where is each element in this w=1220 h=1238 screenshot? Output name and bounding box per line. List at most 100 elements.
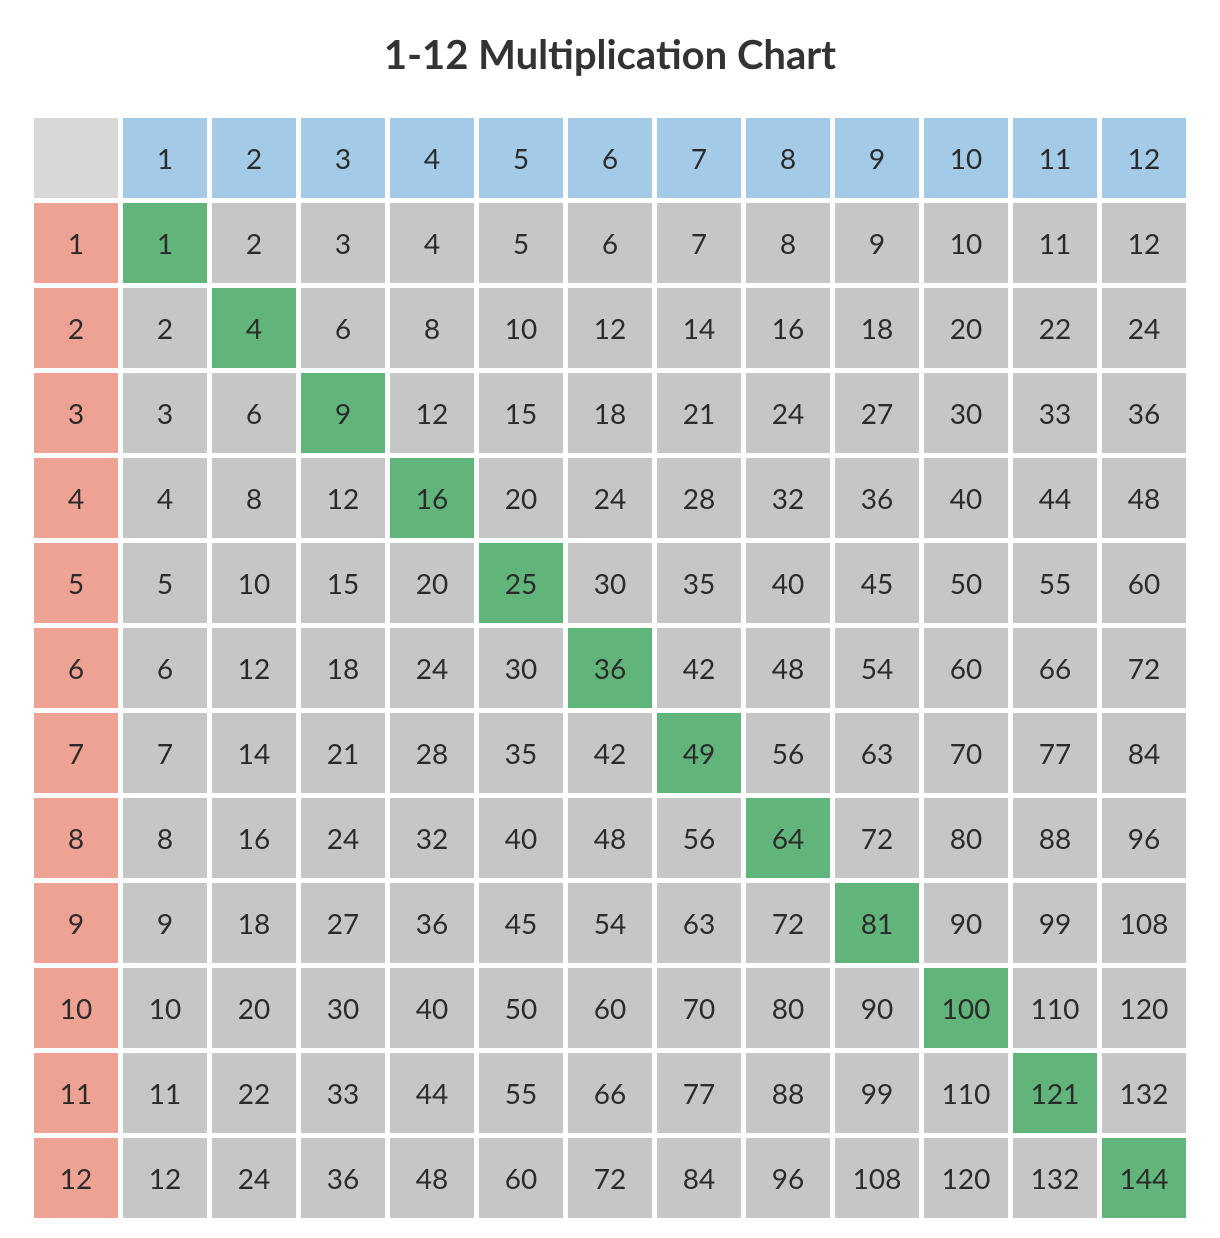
diagonal-cell: 36 <box>568 628 652 708</box>
diagonal-cell: 9 <box>301 373 385 453</box>
body-cell: 11 <box>1013 203 1097 283</box>
diagonal-cell: 16 <box>390 458 474 538</box>
body-cell: 44 <box>1013 458 1097 538</box>
body-cell: 8 <box>746 203 830 283</box>
body-cell: 40 <box>746 543 830 623</box>
body-cell: 21 <box>657 373 741 453</box>
body-cell: 27 <box>301 883 385 963</box>
body-cell: 10 <box>479 288 563 368</box>
row-header: 4 <box>34 458 118 538</box>
row-header: 1 <box>34 203 118 283</box>
col-header: 2 <box>212 118 296 198</box>
body-cell: 6 <box>568 203 652 283</box>
body-cell: 120 <box>1102 968 1186 1048</box>
col-header: 6 <box>568 118 652 198</box>
body-cell: 33 <box>1013 373 1097 453</box>
body-cell: 72 <box>835 798 919 878</box>
body-cell: 10 <box>924 203 1008 283</box>
body-cell: 30 <box>479 628 563 708</box>
body-cell: 20 <box>212 968 296 1048</box>
row-header: 9 <box>34 883 118 963</box>
body-cell: 40 <box>924 458 1008 538</box>
body-cell: 84 <box>1102 713 1186 793</box>
body-cell: 11 <box>123 1053 207 1133</box>
body-cell: 120 <box>924 1138 1008 1218</box>
body-cell: 60 <box>924 628 1008 708</box>
body-cell: 90 <box>924 883 1008 963</box>
body-cell: 30 <box>924 373 1008 453</box>
diagonal-cell: 121 <box>1013 1053 1097 1133</box>
row-header: 11 <box>34 1053 118 1133</box>
body-cell: 24 <box>1102 288 1186 368</box>
body-cell: 60 <box>479 1138 563 1218</box>
body-cell: 22 <box>212 1053 296 1133</box>
body-cell: 96 <box>746 1138 830 1218</box>
body-cell: 7 <box>657 203 741 283</box>
body-cell: 8 <box>390 288 474 368</box>
body-cell: 12 <box>390 373 474 453</box>
body-cell: 108 <box>835 1138 919 1218</box>
body-cell: 35 <box>657 543 741 623</box>
body-cell: 42 <box>568 713 652 793</box>
body-cell: 54 <box>835 628 919 708</box>
body-cell: 50 <box>924 543 1008 623</box>
chart-grid: 1234567891011121123456789101112224681012… <box>34 118 1186 1218</box>
body-cell: 2 <box>123 288 207 368</box>
body-cell: 14 <box>212 713 296 793</box>
body-cell: 72 <box>1102 628 1186 708</box>
body-cell: 12 <box>568 288 652 368</box>
body-cell: 42 <box>657 628 741 708</box>
body-cell: 24 <box>568 458 652 538</box>
row-header: 3 <box>34 373 118 453</box>
body-cell: 18 <box>568 373 652 453</box>
body-cell: 10 <box>212 543 296 623</box>
body-cell: 77 <box>657 1053 741 1133</box>
body-cell: 45 <box>479 883 563 963</box>
diagonal-cell: 4 <box>212 288 296 368</box>
body-cell: 132 <box>1102 1053 1186 1133</box>
row-header: 12 <box>34 1138 118 1218</box>
row-header: 2 <box>34 288 118 368</box>
body-cell: 36 <box>835 458 919 538</box>
body-cell: 110 <box>1013 968 1097 1048</box>
body-cell: 28 <box>390 713 474 793</box>
body-cell: 12 <box>123 1138 207 1218</box>
body-cell: 132 <box>1013 1138 1097 1218</box>
corner-cell <box>34 118 118 198</box>
body-cell: 15 <box>301 543 385 623</box>
body-cell: 99 <box>835 1053 919 1133</box>
body-cell: 3 <box>301 203 385 283</box>
body-cell: 20 <box>924 288 1008 368</box>
body-cell: 63 <box>657 883 741 963</box>
body-cell: 48 <box>390 1138 474 1218</box>
body-cell: 6 <box>301 288 385 368</box>
body-cell: 48 <box>568 798 652 878</box>
body-cell: 96 <box>1102 798 1186 878</box>
body-cell: 15 <box>479 373 563 453</box>
col-header: 3 <box>301 118 385 198</box>
body-cell: 3 <box>123 373 207 453</box>
col-header: 4 <box>390 118 474 198</box>
col-header: 12 <box>1102 118 1186 198</box>
body-cell: 36 <box>1102 373 1186 453</box>
body-cell: 20 <box>390 543 474 623</box>
body-cell: 5 <box>479 203 563 283</box>
col-header: 8 <box>746 118 830 198</box>
col-header: 10 <box>924 118 1008 198</box>
body-cell: 12 <box>212 628 296 708</box>
body-cell: 54 <box>568 883 652 963</box>
body-cell: 12 <box>1102 203 1186 283</box>
body-cell: 22 <box>1013 288 1097 368</box>
body-cell: 27 <box>835 373 919 453</box>
body-cell: 56 <box>657 798 741 878</box>
body-cell: 72 <box>746 883 830 963</box>
col-header: 9 <box>835 118 919 198</box>
body-cell: 8 <box>123 798 207 878</box>
body-cell: 63 <box>835 713 919 793</box>
body-cell: 108 <box>1102 883 1186 963</box>
body-cell: 24 <box>301 798 385 878</box>
diagonal-cell: 100 <box>924 968 1008 1048</box>
body-cell: 30 <box>568 543 652 623</box>
body-cell: 9 <box>835 203 919 283</box>
body-cell: 45 <box>835 543 919 623</box>
